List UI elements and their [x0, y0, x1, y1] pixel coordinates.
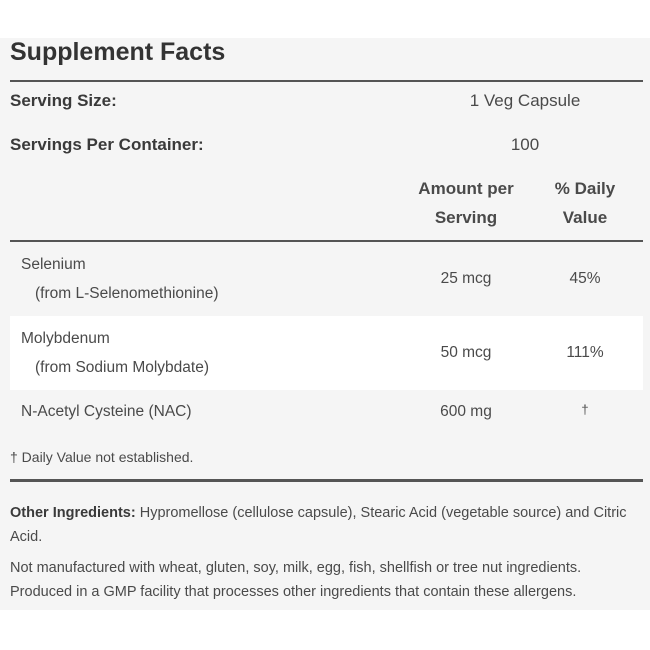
nutrient-source: (from L-Selenomethionine) [35, 285, 219, 302]
daily-value-footnote: † Daily Value not established. [10, 449, 194, 465]
other-ingredients: Other Ingredients: Hypromellose (cellulo… [10, 501, 645, 549]
nutrient-amount: 50 mcg [440, 344, 492, 361]
amount-header-line2: Serving [434, 208, 498, 227]
nutrient-source: (from Sodium Molybdate) [35, 359, 210, 376]
daily-value-header: % Daily Value [540, 174, 630, 232]
nutrient-name: Selenium [21, 256, 86, 273]
nutrient-daily-value: 111% [566, 344, 604, 361]
dv-header-line2: Value [562, 208, 608, 227]
servings-per-container-value: 100 [510, 135, 540, 154]
nutrient-daily-value: † [581, 402, 589, 417]
allergen-statement: Not manufactured with wheat, gluten, soy… [10, 560, 582, 600]
nutrient-amount: 25 mcg [440, 270, 492, 287]
nutrient-daily-value: 45% [569, 270, 601, 287]
serving-size-label: Serving Size: [10, 91, 117, 110]
amount-header-line1: Amount per [418, 179, 514, 198]
nutrient-name: N-Acetyl Cysteine (NAC) [21, 403, 192, 420]
other-ingredients-label: Other Ingredients: [10, 505, 136, 521]
nutrient-row-nac: N-Acetyl Cysteine (NAC) 600 mg † [10, 390, 643, 438]
header-rule [10, 240, 643, 242]
dv-header-line1: % Daily [554, 179, 616, 198]
serving-size-value: 1 Veg Capsule [469, 91, 581, 110]
panel-title: Supplement Facts [10, 38, 226, 66]
nutrient-row-selenium: Selenium (from L-Selenomethionine) 25 mc… [10, 242, 643, 316]
servings-per-container-label: Servings Per Container: [10, 135, 204, 154]
other-ingredients-text: Hypromellose (cellulose capsule), Steari… [10, 505, 627, 545]
amount-per-serving-header: Amount per Serving [400, 174, 532, 232]
bottom-rule [10, 479, 643, 482]
nutrient-row-molybdenum: Molybdenum (from Sodium Molybdate) 50 mc… [10, 316, 643, 390]
title-rule [10, 80, 643, 82]
nutrient-name: Molybdenum [21, 330, 110, 347]
nutrient-amount: 600 mg [440, 403, 492, 420]
